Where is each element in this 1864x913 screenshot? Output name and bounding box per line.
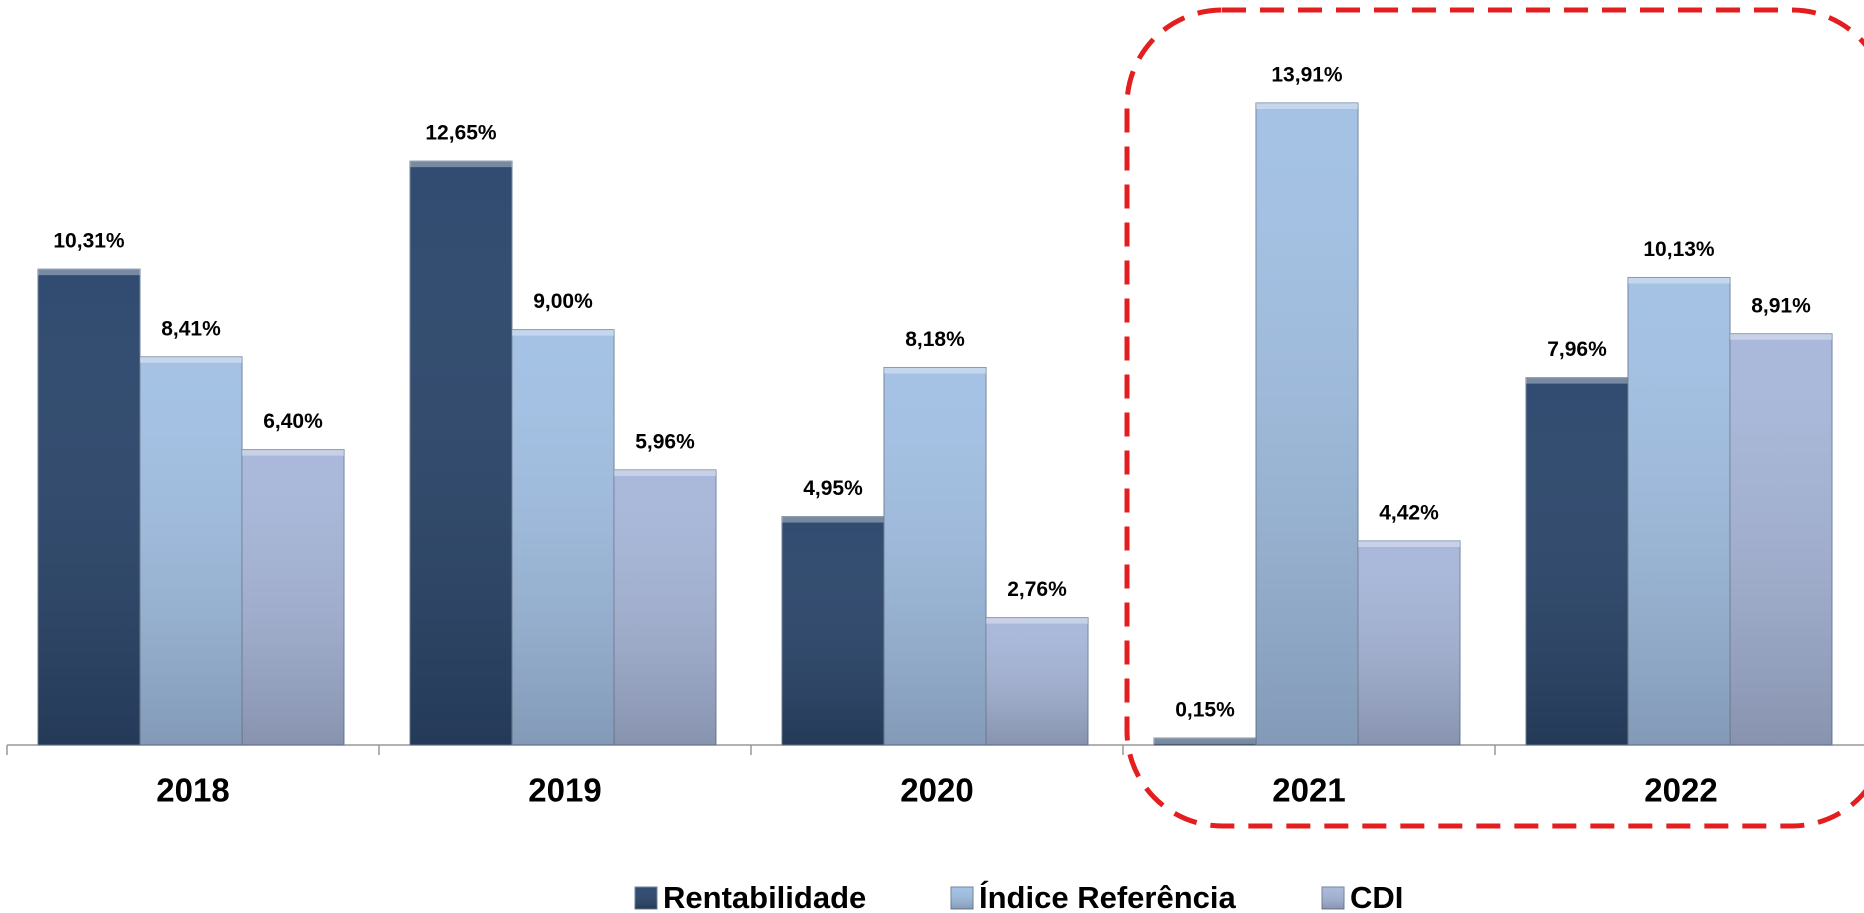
x-tick-label: 2020	[900, 772, 973, 809]
bar-shade	[512, 329, 614, 745]
value-label: 5,96%	[635, 430, 695, 453]
bar-cap	[512, 329, 614, 336]
x-tick-label: 2018	[156, 772, 229, 809]
value-label: 10,13%	[1643, 238, 1715, 261]
bar-shade	[38, 269, 140, 745]
value-label: 0,15%	[1175, 699, 1235, 722]
legend-swatch-shade	[635, 887, 657, 909]
value-label: 7,96%	[1547, 338, 1607, 361]
bar-shade	[1256, 103, 1358, 745]
value-label: 12,65%	[425, 122, 497, 145]
bar-cap	[1526, 377, 1628, 384]
bar-cap	[1358, 541, 1460, 547]
bar-shade	[986, 617, 1088, 745]
bar-cap	[884, 367, 986, 374]
bar-cap	[38, 269, 140, 276]
bar-cap	[1154, 738, 1256, 745]
bar-shade	[1730, 333, 1832, 745]
bar-shade	[410, 161, 512, 746]
bar-shade	[782, 516, 884, 745]
legend-label: CDI	[1350, 880, 1403, 913]
value-label: 6,40%	[263, 410, 323, 433]
bar-cap	[1730, 333, 1832, 340]
value-label: 9,00%	[533, 290, 593, 313]
bar-shade	[242, 449, 344, 745]
bar-cap	[782, 516, 884, 523]
bar-shade	[140, 356, 242, 745]
bar-cap	[1256, 103, 1358, 109]
x-tick-label: 2021	[1272, 772, 1345, 809]
bar-cap	[242, 449, 344, 456]
bar-shade	[614, 469, 716, 745]
bar-shade	[1358, 541, 1460, 745]
bar-shade	[1154, 738, 1256, 745]
legend-swatch-shade	[951, 887, 973, 909]
legend-label: Rentabilidade	[663, 880, 866, 913]
legend-swatch-shade	[1322, 887, 1344, 909]
bar-cap	[1628, 277, 1730, 284]
value-label: 8,91%	[1751, 294, 1811, 317]
bar-cap	[410, 161, 512, 168]
value-label: 4,95%	[803, 477, 863, 500]
highlight-box	[1124, 7, 1864, 829]
value-label: 8,18%	[905, 328, 965, 351]
bar-shade	[1526, 377, 1628, 745]
value-label: 10,31%	[53, 230, 125, 253]
value-label: 13,91%	[1271, 64, 1343, 87]
bar-shade	[884, 367, 986, 745]
legend-label: Índice Referência	[979, 880, 1236, 913]
bar-cap	[140, 356, 242, 363]
bar-shade	[1628, 277, 1730, 745]
bar-cap	[614, 469, 716, 476]
value-label: 8,41%	[161, 317, 221, 340]
bar-cap	[986, 617, 1088, 624]
x-tick-label: 2022	[1644, 772, 1717, 809]
value-label: 4,42%	[1379, 502, 1439, 525]
value-label: 2,76%	[1007, 578, 1067, 601]
x-tick-label: 2019	[528, 772, 601, 809]
